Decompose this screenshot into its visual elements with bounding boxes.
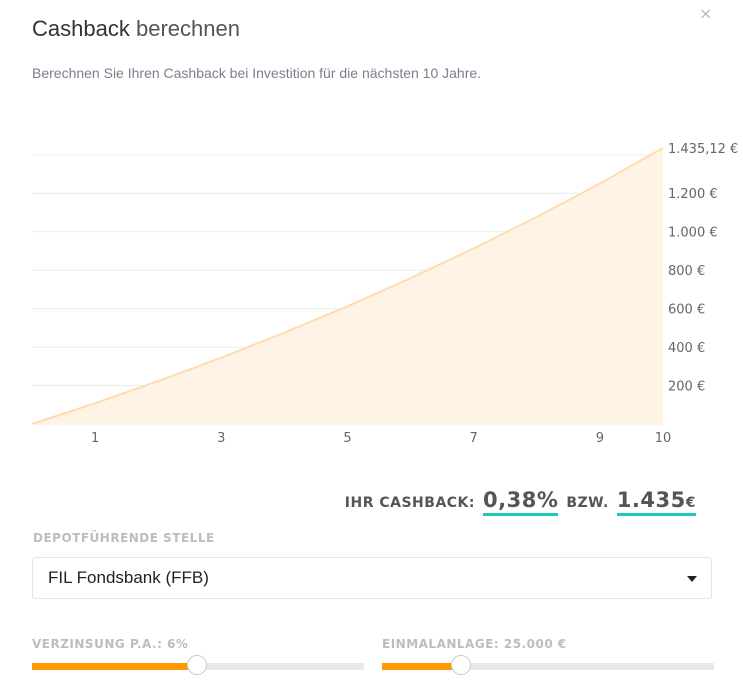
cashback-amount: 1.435€ xyxy=(616,488,696,516)
amount-value: 1.435 xyxy=(616,488,686,512)
y-tick-label: 600 € xyxy=(668,303,705,318)
close-icon[interactable]: × xyxy=(699,4,713,23)
depot-select[interactable]: FIL Fondsbank (FFB) xyxy=(32,557,712,599)
cashback-result: IHR CASHBACK: 0,38% BZW. 1.435€ xyxy=(345,488,696,516)
depot-selected-value: FIL Fondsbank (FFB) xyxy=(48,568,209,587)
x-tick-label: 3 xyxy=(217,431,225,446)
title-light: berechnen xyxy=(135,16,240,41)
depot-label: DEPOTFÜHRENDE STELLE xyxy=(33,531,215,545)
cashback-chart: 200 € 400 € 600 € 800 € 1.000 € 1.200 € 1.435,… xyxy=(31,142,738,446)
connector-label: BZW. xyxy=(566,495,609,511)
x-tick-label: 10 xyxy=(655,431,672,446)
x-tick-label: 7 xyxy=(470,431,478,446)
cashback-label: IHR CASHBACK: xyxy=(344,495,475,511)
caret-down-icon xyxy=(687,576,697,582)
y-tick-label: 1.000 € xyxy=(668,226,718,241)
title-bold: Cashback xyxy=(32,16,130,41)
page-title: Cashback berechnen xyxy=(32,16,240,42)
investment-slider-thumb[interactable] xyxy=(450,655,471,675)
y-tick-label: 800 € xyxy=(668,264,705,279)
interest-label: VERZINSUNG P.A.: 6% xyxy=(32,637,189,651)
area-fill xyxy=(32,148,663,424)
max-value-label: 1.435,12 € xyxy=(668,142,738,157)
interest-slider-fill xyxy=(32,663,198,670)
subtitle: Berechnen Sie Ihren Cashback bei Investi… xyxy=(32,65,482,81)
y-tick-label: 400 € xyxy=(668,341,705,356)
x-tick-label: 5 xyxy=(343,431,351,446)
cashback-percent: 0,38% xyxy=(483,488,559,516)
x-tick-label: 9 xyxy=(596,431,604,446)
interest-slider-thumb[interactable] xyxy=(187,655,207,675)
interest-slider[interactable] xyxy=(32,655,364,675)
x-tick-label: 1 xyxy=(91,431,99,446)
investment-label: EINMALANLAGE: 25.000 € xyxy=(382,637,567,651)
area-line xyxy=(31,147,664,425)
investment-slider-fill xyxy=(382,663,462,670)
currency: € xyxy=(685,495,696,511)
y-tick-label: 200 € xyxy=(668,380,705,395)
y-tick-label: 1.200 € xyxy=(668,187,718,202)
investment-slider[interactable] xyxy=(382,655,714,675)
